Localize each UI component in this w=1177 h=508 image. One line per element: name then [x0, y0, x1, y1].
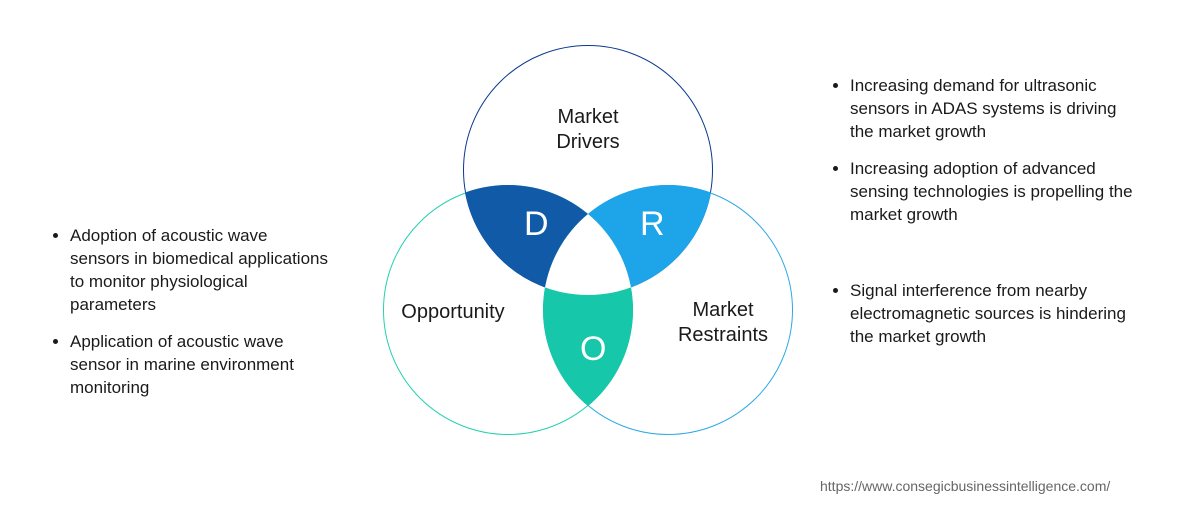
list-item: Increasing adoption of advanced sensing … — [850, 158, 1140, 227]
list-item: Signal interference from nearby electrom… — [850, 280, 1140, 349]
list-item: Application of acoustic wave sensor in m… — [70, 331, 330, 400]
watermark-url: https://www.consegicbusinessintelligence… — [820, 478, 1110, 494]
drivers-list: Increasing demand for ultrasonic sensors… — [830, 75, 1140, 227]
venn-label-drivers: MarketDrivers — [498, 105, 678, 155]
venn-letter-O: O — [580, 330, 606, 368]
restraints-text-block: Signal interference from nearby electrom… — [830, 280, 1140, 363]
diagram-canvas: D R O MarketDrivers Opportunity MarketRe… — [0, 0, 1177, 508]
venn-letter-R: R — [640, 205, 665, 243]
venn-letter-D: D — [524, 205, 549, 243]
list-item: Increasing demand for ultrasonic sensors… — [850, 75, 1140, 144]
opportunity-text-block: Adoption of acoustic wave sensors in bio… — [50, 225, 330, 414]
opportunity-list: Adoption of acoustic wave sensors in bio… — [50, 225, 330, 400]
restraints-list: Signal interference from nearby electrom… — [830, 280, 1140, 349]
drivers-text-block: Increasing demand for ultrasonic sensors… — [830, 75, 1140, 241]
venn-label-restraints: MarketRestraints — [633, 298, 813, 348]
venn-label-opportunity: Opportunity — [363, 300, 543, 325]
list-item: Adoption of acoustic wave sensors in bio… — [70, 225, 330, 317]
